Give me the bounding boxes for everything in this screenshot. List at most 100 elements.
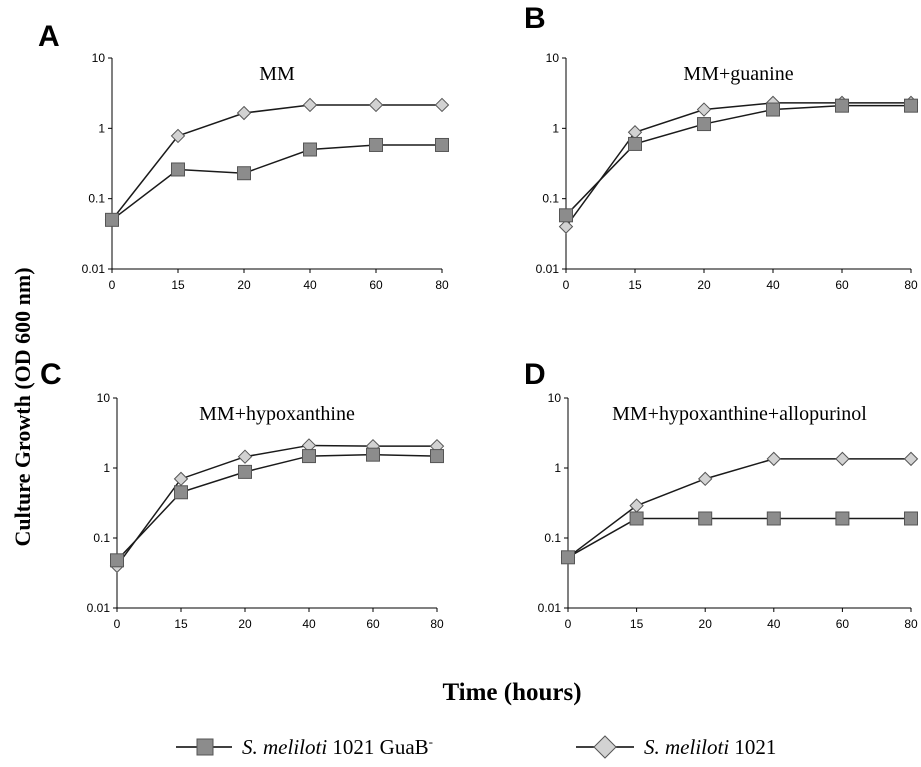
data-point-guab bbox=[835, 511, 850, 526]
x-tick-label: 40 bbox=[766, 278, 780, 292]
data-point-wt bbox=[173, 471, 189, 487]
y-tick-label: 1 bbox=[552, 121, 559, 135]
x-tick-label: 20 bbox=[697, 278, 711, 292]
y-tick-label: 0.1 bbox=[544, 531, 561, 545]
y-tick-label: 10 bbox=[97, 391, 111, 405]
panel-title: MM+hypoxanthine bbox=[199, 403, 355, 425]
panel-title: MM bbox=[259, 63, 295, 85]
x-tick-label: 20 bbox=[237, 278, 251, 292]
legend: S. meliloti 1021 GuaB- S. meliloti 1021 bbox=[176, 734, 776, 759]
x-tick-label: 40 bbox=[302, 617, 316, 631]
series-line-wt bbox=[567, 458, 911, 558]
series-line-wt bbox=[111, 104, 442, 221]
data-point-guab bbox=[238, 464, 252, 479]
data-point-wt bbox=[236, 105, 252, 121]
y-tick-label: 0.1 bbox=[88, 192, 105, 206]
data-point-guab bbox=[366, 447, 380, 462]
x-tick-label: 60 bbox=[835, 278, 849, 292]
panel-letter: C bbox=[40, 358, 62, 391]
x-tick-label: 60 bbox=[369, 278, 383, 292]
legend-item-guab: S. meliloti 1021 GuaB- bbox=[176, 734, 433, 759]
data-point-guab bbox=[105, 212, 119, 227]
data-point-guab bbox=[629, 511, 644, 526]
x-tick-label: 80 bbox=[904, 617, 918, 631]
x-tick-label: 0 bbox=[563, 278, 570, 292]
x-tick-label: 40 bbox=[303, 278, 317, 292]
series-line-guab bbox=[567, 517, 911, 558]
x-tick-label: 80 bbox=[435, 278, 449, 292]
data-point-guab bbox=[904, 98, 918, 113]
data-point-guab bbox=[835, 98, 849, 113]
data-point-guab bbox=[697, 117, 711, 132]
legend-marker-diamond bbox=[593, 735, 617, 759]
data-point-guab bbox=[110, 553, 124, 568]
series-line-wt bbox=[565, 102, 911, 228]
y-tick-label: 10 bbox=[546, 51, 560, 65]
legend-superscript-guab: - bbox=[429, 734, 433, 749]
data-point-wt bbox=[835, 451, 850, 467]
data-point-wt bbox=[629, 498, 644, 513]
y-tick-label: 10 bbox=[548, 391, 562, 405]
data-point-guab bbox=[561, 550, 575, 565]
legend-label-wt: S. meliloti 1021 bbox=[644, 735, 776, 759]
series-line-guab bbox=[111, 144, 442, 221]
y-tick-label: 1 bbox=[554, 461, 561, 475]
x-tick-label: 40 bbox=[767, 617, 781, 631]
series-line-guab bbox=[116, 453, 438, 561]
data-point-wt bbox=[627, 125, 643, 140]
x-tick-label: 0 bbox=[565, 617, 572, 631]
data-point-wt bbox=[766, 451, 782, 467]
data-point-wt bbox=[903, 451, 919, 467]
data-point-guab bbox=[369, 137, 383, 152]
x-tick-label: 15 bbox=[174, 617, 188, 631]
y-tick-label: 0.01 bbox=[536, 262, 560, 276]
x-tick-label: 15 bbox=[630, 617, 644, 631]
data-point-guab bbox=[302, 449, 316, 464]
chart-panel-d: D MM+hypoxanthine+allopurinol 0.01 0.1 1 10 0 1… bbox=[524, 358, 919, 631]
data-point-guab bbox=[303, 142, 317, 157]
x-tick-label: 15 bbox=[628, 278, 642, 292]
panel-letter: D bbox=[524, 358, 546, 391]
legend-item-wt: S. meliloti 1021 bbox=[576, 735, 776, 759]
legend-species-guab: S. meliloti bbox=[242, 735, 327, 759]
data-point-guab bbox=[237, 166, 251, 181]
data-point-wt bbox=[696, 102, 712, 117]
data-point-guab bbox=[628, 136, 642, 151]
y-tick-label: 1 bbox=[98, 121, 105, 135]
data-point-guab bbox=[766, 102, 780, 117]
data-point-wt bbox=[558, 219, 574, 234]
x-axis-label: Time (hours) bbox=[442, 679, 581, 706]
y-tick-label: 0.1 bbox=[93, 531, 110, 545]
chart-panel-c: C MM+hypoxanthine 0.01 0.1 1 10 0 15 20 40 60 80 bbox=[40, 358, 445, 631]
legend-strain-wt: 1021 bbox=[734, 735, 776, 759]
chart-panel-b: B MM+guanine 0.01 0.1 1 10 0 15 20 40 60 80 bbox=[524, 2, 919, 292]
x-tick-label: 80 bbox=[430, 617, 444, 631]
panel-letter: B bbox=[524, 2, 546, 35]
panel-title: MM+guanine bbox=[683, 63, 793, 85]
data-point-wt bbox=[697, 471, 713, 487]
data-point-wt bbox=[368, 97, 384, 113]
y-tick-label: 0.01 bbox=[87, 601, 111, 615]
panel-title: MM+hypoxanthine+allopurinol bbox=[612, 403, 867, 425]
x-tick-label: 20 bbox=[699, 617, 713, 631]
y-axis-label: Culture Growth (OD 600 nm) bbox=[10, 267, 35, 546]
legend-label-guab: S. meliloti 1021 GuaB- bbox=[242, 734, 433, 759]
x-tick-label: 20 bbox=[238, 617, 252, 631]
series-line-guab bbox=[565, 104, 911, 216]
data-point-guab bbox=[766, 511, 781, 526]
data-point-guab bbox=[171, 162, 185, 177]
y-tick-label: 0.01 bbox=[538, 601, 562, 615]
panel-letter: A bbox=[38, 20, 60, 53]
data-point-guab bbox=[435, 137, 449, 152]
y-tick-label: 1 bbox=[103, 461, 110, 475]
data-point-guab bbox=[904, 511, 918, 526]
data-point-wt bbox=[434, 97, 450, 113]
x-tick-label: 0 bbox=[109, 278, 116, 292]
series-line-wt bbox=[116, 444, 437, 567]
chart-panel-a: A MM 0.01 0.1 1 10 0 15 20 40 60 80 bbox=[38, 20, 450, 292]
x-tick-label: 80 bbox=[904, 278, 918, 292]
y-tick-label: 10 bbox=[92, 51, 106, 65]
legend-marker-square bbox=[196, 738, 214, 756]
y-tick-label: 0.01 bbox=[82, 262, 106, 276]
